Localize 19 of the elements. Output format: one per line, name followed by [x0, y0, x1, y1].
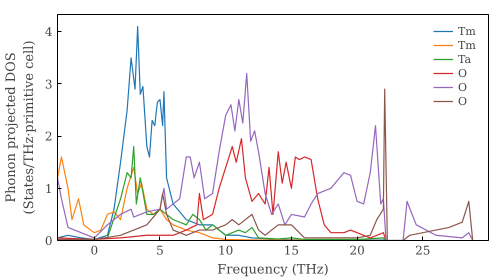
legend-label: Ta	[458, 52, 472, 66]
x-tick-label: 15	[284, 244, 300, 258]
y-tick-label: 2	[44, 130, 53, 144]
y-tick-label: 3	[44, 77, 53, 92]
x-tick-label: 20	[349, 244, 365, 258]
legend-label: Tm	[458, 38, 477, 52]
legend-label: O	[458, 94, 468, 108]
y-axis-title: Phonon projected DOS (States/THz·primitive cell)	[4, 40, 37, 214]
y-tick-label: 4	[44, 25, 53, 40]
legend-label: Tm	[458, 24, 477, 38]
y-tick-label: 0	[44, 234, 53, 248]
legend-label: O	[458, 66, 468, 80]
x-tick-label: 5	[156, 244, 164, 258]
legend-label: O	[458, 80, 468, 94]
x-tick-label: 0	[90, 244, 98, 258]
x-tick-label: 10	[218, 244, 234, 258]
x-tick-label: 25	[415, 244, 430, 258]
x-axis-title: Frequency (THz)	[217, 262, 329, 278]
y-tick-label: 1	[44, 182, 53, 196]
